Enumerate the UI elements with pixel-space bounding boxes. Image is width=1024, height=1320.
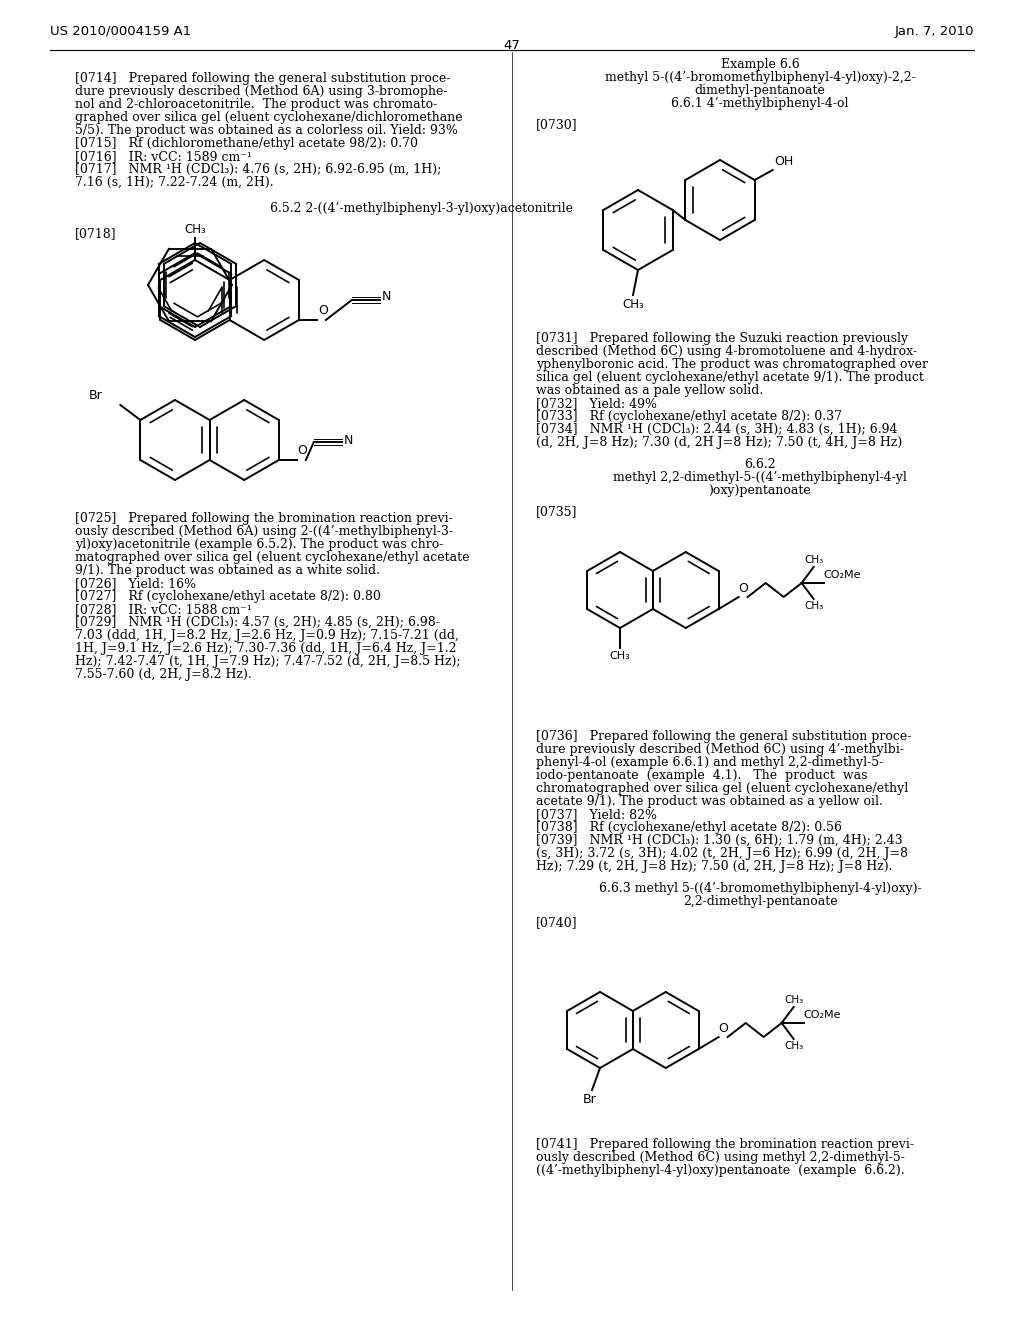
Text: was obtained as a pale yellow solid.: was obtained as a pale yellow solid. <box>536 384 763 397</box>
Text: [0737]   Yield: 82%: [0737] Yield: 82% <box>536 808 657 821</box>
Text: Jan. 7, 2010: Jan. 7, 2010 <box>895 25 974 38</box>
Text: 2,2-dimethyl-pentanoate: 2,2-dimethyl-pentanoate <box>683 895 838 908</box>
Text: O: O <box>738 582 749 595</box>
Text: 9/1). The product was obtained as a white solid.: 9/1). The product was obtained as a whit… <box>75 564 380 577</box>
Text: nol and 2-chloroacetonitrile.  The product was chromato-: nol and 2-chloroacetonitrile. The produc… <box>75 98 437 111</box>
Text: Br: Br <box>89 389 102 403</box>
Text: ously described (Method 6A) using 2-((4’-methylbiphenyl-3-: ously described (Method 6A) using 2-((4’… <box>75 525 453 539</box>
Text: O: O <box>719 1022 728 1035</box>
Text: ((4’-methylbiphenyl-4-yl)oxy)pentanoate  (example  6.6.2).: ((4’-methylbiphenyl-4-yl)oxy)pentanoate … <box>536 1164 904 1177</box>
Text: [0731]   Prepared following the Suzuki reaction previously: [0731] Prepared following the Suzuki rea… <box>536 333 908 345</box>
Text: [0740]: [0740] <box>536 916 578 929</box>
Text: Hz); 7.42-7.47 (t, 1H, J=7.9 Hz); 7.47-7.52 (d, 2H, J=8.5 Hz);: Hz); 7.42-7.47 (t, 1H, J=7.9 Hz); 7.47-7… <box>75 655 461 668</box>
Text: [0714]   Prepared following the general substitution proce-: [0714] Prepared following the general su… <box>75 73 451 84</box>
Text: CO₂Me: CO₂Me <box>804 1010 841 1020</box>
Text: 1H, J=9.1 Hz, J=2.6 Hz); 7.30-7.36 (dd, 1H, J=6.4 Hz, J=1.2: 1H, J=9.1 Hz, J=2.6 Hz); 7.30-7.36 (dd, … <box>75 642 457 655</box>
Text: [0735]: [0735] <box>536 506 578 517</box>
Text: (s, 3H); 3.72 (s, 3H); 4.02 (t, 2H, J=6 Hz); 6.99 (d, 2H, J=8: (s, 3H); 3.72 (s, 3H); 4.02 (t, 2H, J=6 … <box>536 847 908 861</box>
Text: (d, 2H, J=8 Hz); 7.30 (d, 2H J=8 Hz); 7.50 (t, 4H, J=8 Hz): (d, 2H, J=8 Hz); 7.30 (d, 2H J=8 Hz); 7.… <box>536 436 902 449</box>
Text: [0730]: [0730] <box>536 117 578 131</box>
Text: [0734]   NMR ¹H (CDCl₃): 2.44 (s, 3H); 4.83 (s, 1H); 6.94: [0734] NMR ¹H (CDCl₃): 2.44 (s, 3H); 4.8… <box>536 422 897 436</box>
Text: [0728]   IR: vCC: 1588 cm⁻¹: [0728] IR: vCC: 1588 cm⁻¹ <box>75 603 252 616</box>
Text: [0729]   NMR ¹H (CDCl₃): 4.57 (s, 2H); 4.85 (s, 2H); 6.98-: [0729] NMR ¹H (CDCl₃): 4.57 (s, 2H); 4.8… <box>75 616 440 630</box>
Text: CO₂Me: CO₂Me <box>823 570 861 579</box>
Text: )oxy)pentanoate: )oxy)pentanoate <box>709 484 811 498</box>
Text: N: N <box>382 290 391 304</box>
Text: yl)oxy)acetonitrile (example 6.5.2). The product was chro-: yl)oxy)acetonitrile (example 6.5.2). The… <box>75 539 443 550</box>
Text: matographed over silica gel (eluent cyclohexane/ethyl acetate: matographed over silica gel (eluent cycl… <box>75 550 469 564</box>
Text: O: O <box>317 304 328 317</box>
Text: [0718]: [0718] <box>75 227 117 240</box>
Text: 6.6.2: 6.6.2 <box>744 458 776 471</box>
Text: dure previously described (Method 6A) using 3-bromophe-: dure previously described (Method 6A) us… <box>75 84 447 98</box>
Text: [0736]   Prepared following the general substitution proce-: [0736] Prepared following the general su… <box>536 730 911 743</box>
Text: iodo-pentanoate  (example  4.1).   The  product  was: iodo-pentanoate (example 4.1). The produ… <box>536 770 867 781</box>
Text: CH₃: CH₃ <box>609 651 631 661</box>
Text: dimethyl-pentanoate: dimethyl-pentanoate <box>694 84 825 96</box>
Text: 5/5). The product was obtained as a colorless oil. Yield: 93%: 5/5). The product was obtained as a colo… <box>75 124 458 137</box>
Text: N: N <box>344 433 353 446</box>
Text: [0726]   Yield: 16%: [0726] Yield: 16% <box>75 577 197 590</box>
Text: 7.03 (ddd, 1H, J=8.2 Hz, J=2.6 Hz, J=0.9 Hz); 7.15-7.21 (dd,: 7.03 (ddd, 1H, J=8.2 Hz, J=2.6 Hz, J=0.9… <box>75 630 459 642</box>
Text: 6.5.2 2-((4’-methylbiphenyl-3-yl)oxy)acetonitrile: 6.5.2 2-((4’-methylbiphenyl-3-yl)oxy)ace… <box>270 202 573 215</box>
Text: phenyl-4-ol (example 6.6.1) and methyl 2,2-dimethyl-5-: phenyl-4-ol (example 6.6.1) and methyl 2… <box>536 756 884 770</box>
Text: [0738]   Rf (cyclohexane/ethyl acetate 8/2): 0.56: [0738] Rf (cyclohexane/ethyl acetate 8/2… <box>536 821 842 834</box>
Text: CH₃: CH₃ <box>784 1041 803 1051</box>
Text: 47: 47 <box>504 40 520 51</box>
Text: Example 6.6: Example 6.6 <box>721 58 800 71</box>
Text: US 2010/0004159 A1: US 2010/0004159 A1 <box>50 25 191 38</box>
Text: 6.6.3 methyl 5-((4’-bromomethylbiphenyl-4-yl)oxy)-: 6.6.3 methyl 5-((4’-bromomethylbiphenyl-… <box>599 882 922 895</box>
Text: chromatographed over silica gel (eluent cyclohexane/ethyl: chromatographed over silica gel (eluent … <box>536 781 908 795</box>
Text: dure previously described (Method 6C) using 4’-methylbi-: dure previously described (Method 6C) us… <box>536 743 904 756</box>
Text: described (Method 6C) using 4-bromotoluene and 4-hydrox-: described (Method 6C) using 4-bromotolue… <box>536 345 918 358</box>
Text: Hz); 7.29 (t, 2H, J=8 Hz); 7.50 (d, 2H, J=8 Hz); J=8 Hz).: Hz); 7.29 (t, 2H, J=8 Hz); 7.50 (d, 2H, … <box>536 861 893 873</box>
Text: [0717]   NMR ¹H (CDCl₃): 4.76 (s, 2H); 6.92-6.95 (m, 1H);: [0717] NMR ¹H (CDCl₃): 4.76 (s, 2H); 6.9… <box>75 162 441 176</box>
Text: [0732]   Yield: 49%: [0732] Yield: 49% <box>536 397 657 411</box>
Text: [0716]   IR: vCC: 1589 cm⁻¹: [0716] IR: vCC: 1589 cm⁻¹ <box>75 150 252 162</box>
Text: CH₃: CH₃ <box>804 554 823 565</box>
Text: CH₃: CH₃ <box>623 298 644 312</box>
Text: O: O <box>297 444 307 457</box>
Text: [0741]   Prepared following the bromination reaction previ-: [0741] Prepared following the brominatio… <box>536 1138 914 1151</box>
Text: methyl 2,2-dimethyl-5-((4’-methylbiphenyl-4-yl: methyl 2,2-dimethyl-5-((4’-methylbipheny… <box>613 471 907 484</box>
Text: [0715]   Rf (dichloromethane/ethyl acetate 98/2): 0.70: [0715] Rf (dichloromethane/ethyl acetate… <box>75 137 418 150</box>
Text: 6.6.1 4’-methylbiphenyl-4-ol: 6.6.1 4’-methylbiphenyl-4-ol <box>672 96 849 110</box>
Text: silica gel (eluent cyclohexane/ethyl acetate 9/1). The product: silica gel (eluent cyclohexane/ethyl ace… <box>536 371 924 384</box>
Text: 7.55-7.60 (d, 2H, J=8.2 Hz).: 7.55-7.60 (d, 2H, J=8.2 Hz). <box>75 668 252 681</box>
Text: CH₃: CH₃ <box>184 223 206 236</box>
Text: Br: Br <box>583 1093 597 1106</box>
Text: [0727]   Rf (cyclohexane/ethyl acetate 8/2): 0.80: [0727] Rf (cyclohexane/ethyl acetate 8/2… <box>75 590 381 603</box>
Text: ously described (Method 6C) using methyl 2,2-dimethyl-5-: ously described (Method 6C) using methyl… <box>536 1151 905 1164</box>
Text: acetate 9/1). The product was obtained as a yellow oil.: acetate 9/1). The product was obtained a… <box>536 795 883 808</box>
Text: OH: OH <box>774 154 794 168</box>
Text: [0739]   NMR ¹H (CDCl₃): 1.30 (s, 6H); 1.79 (m, 4H); 2.43: [0739] NMR ¹H (CDCl₃): 1.30 (s, 6H); 1.7… <box>536 834 902 847</box>
Text: yphenylboronic acid. The product was chromatographed over: yphenylboronic acid. The product was chr… <box>536 358 928 371</box>
Text: [0725]   Prepared following the bromination reaction previ-: [0725] Prepared following the brominatio… <box>75 512 453 525</box>
Text: [0733]   Rf (cyclohexane/ethyl acetate 8/2): 0.37: [0733] Rf (cyclohexane/ethyl acetate 8/2… <box>536 411 842 422</box>
Text: CH₃: CH₃ <box>804 601 823 611</box>
Text: methyl 5-((4’-bromomethylbiphenyl-4-yl)oxy)-2,2-: methyl 5-((4’-bromomethylbiphenyl-4-yl)o… <box>604 71 915 84</box>
Text: 7.16 (s, 1H); 7.22-7.24 (m, 2H).: 7.16 (s, 1H); 7.22-7.24 (m, 2H). <box>75 176 273 189</box>
Text: graphed over silica gel (eluent cyclohexane/dichloromethane: graphed over silica gel (eluent cyclohex… <box>75 111 463 124</box>
Text: CH₃: CH₃ <box>784 995 803 1005</box>
